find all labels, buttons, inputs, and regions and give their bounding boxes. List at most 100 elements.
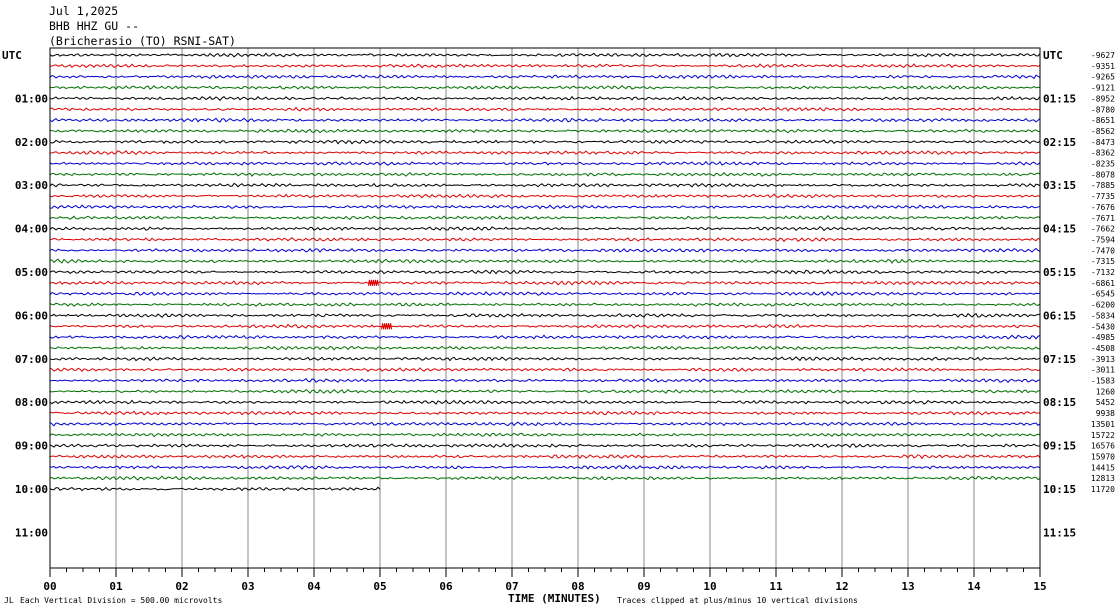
left-time-label: 10:00 (15, 483, 48, 496)
trace-offset-label: -7315 (1091, 257, 1115, 266)
trace-offset-label: -3913 (1091, 355, 1115, 364)
trace-28 (49, 356, 1041, 362)
trace-offset-label: -8078 (1091, 170, 1115, 179)
x-tick-label: 08 (571, 580, 584, 593)
trace-13 (49, 193, 1041, 199)
trace-37 (49, 454, 1041, 460)
trace-offset-label: -3011 (1091, 366, 1115, 375)
trace-offset-label: 1260 (1096, 387, 1115, 396)
trace-36 (49, 443, 1040, 448)
trace-offset-label: -9121 (1091, 84, 1115, 93)
right-time-label: UTC (1043, 49, 1063, 62)
trace-19 (49, 258, 1041, 264)
trace-27 (49, 345, 1041, 351)
left-time-label: UTC (2, 49, 22, 62)
corner-mark: JL (4, 596, 14, 605)
header-station: BHB HHZ GU -- (49, 19, 139, 33)
trace-39 (49, 475, 1041, 481)
right-time-label: 03:15 (1043, 179, 1076, 192)
right-time-label: 09:15 (1043, 440, 1076, 453)
trace-18 (49, 247, 1041, 253)
header-location: (Bricherasio (TO) RSNI-SAT) (49, 34, 236, 48)
trace-9 (49, 150, 1041, 156)
trace-10 (49, 160, 1041, 166)
trace-offset-labels: -9627 -9351 -9265 -9121-8952 -8780 -8651 -8562… (1091, 51, 1115, 494)
trace-3 (49, 84, 1041, 90)
trace-offset-label: -9627 (1091, 51, 1115, 60)
left-time-label: 05:00 (15, 266, 48, 279)
trace-offset-label: 5452 (1096, 398, 1115, 407)
trace-8 (49, 139, 1041, 145)
right-time-label: 02:15 (1043, 136, 1076, 149)
trace-14 (49, 204, 1041, 210)
right-time-label: 04:15 (1043, 223, 1076, 236)
trace-31 (49, 388, 1041, 394)
header-date: Jul 1,2025 (49, 4, 118, 18)
trace-2 (49, 74, 1041, 80)
clip-note: Traces clipped at plus/minus 10 vertical… (617, 596, 858, 605)
trace-35 (49, 432, 1041, 438)
trace-24 (49, 312, 1041, 319)
trace-offset-label: -8651 (1091, 116, 1115, 125)
trace-17 (49, 237, 1041, 243)
right-time-labels: UTC 01:15 02:15 03:15 04:15 05:15 06:15 07:15 08… (1043, 49, 1076, 539)
trace-offset-label: -5834 (1091, 311, 1115, 320)
trace-offset-label: 11720 (1091, 485, 1115, 494)
trace-6 (49, 117, 1041, 123)
x-tick-label: 15 (1033, 580, 1046, 593)
trace-offset-label: -7676 (1091, 203, 1115, 212)
trace-offset-label: -5430 (1091, 322, 1115, 331)
left-time-label: 08:00 (15, 396, 48, 409)
trace-12 (49, 182, 1041, 188)
trace-16 (49, 226, 1041, 232)
plot-frame (49, 47, 1041, 569)
trace-offset-label: -6861 (1091, 279, 1115, 288)
trace-32 (49, 399, 1041, 405)
trace-offset-label: -8362 (1091, 149, 1115, 158)
x-tick-label: 13 (901, 580, 914, 593)
x-tick-label: 09 (637, 580, 650, 593)
right-time-label: 08:15 (1043, 396, 1076, 409)
trace-29 (49, 367, 1041, 372)
x-tick-label: 01 (109, 580, 123, 593)
trace-offset-label: -6545 (1091, 290, 1115, 299)
event-markers (367, 279, 393, 330)
trace-offset-label: -8952 (1091, 94, 1115, 103)
right-time-label: 11:15 (1043, 526, 1076, 539)
trace-34 (49, 421, 1041, 427)
vertical-grid (115, 48, 975, 568)
trace-30 (49, 377, 1041, 383)
trace-4 (49, 95, 1041, 102)
trace-15 (49, 214, 1041, 221)
scale-note: Each Vertical Division = 500.00 microvol… (20, 596, 222, 605)
x-tick-label: 10 (703, 580, 716, 593)
left-time-label: 11:00 (15, 526, 48, 539)
trace-offset-label: -4508 (1091, 344, 1115, 353)
x-axis-ticks: 00 01 02 03 04 05 06 07 08 09 10 11 12 13 14 15 (43, 568, 1047, 593)
right-time-label: 07:15 (1043, 353, 1076, 366)
left-time-label: 06:00 (15, 309, 48, 322)
trace-offset-label: -7470 (1091, 246, 1115, 255)
trace-offset-label: 16576 (1091, 442, 1115, 451)
x-axis-label: TIME (MINUTES) (508, 592, 601, 605)
x-tick-label: 05 (373, 580, 386, 593)
x-tick-label: 03 (241, 580, 254, 593)
trace-offset-label: -7735 (1091, 192, 1115, 201)
trace-offset-label: 9938 (1096, 409, 1115, 418)
trace-offset-label: 12813 (1091, 474, 1115, 483)
trace-offset-label: -9351 (1091, 62, 1115, 71)
left-time-label: 07:00 (15, 353, 48, 366)
left-time-label: 09:00 (15, 440, 48, 453)
right-time-label: 06:15 (1043, 309, 1076, 322)
x-tick-label: 07 (505, 580, 518, 593)
right-time-label: 01:15 (1043, 92, 1076, 105)
trace-40 (49, 486, 381, 492)
trace-offset-label: -7132 (1091, 268, 1115, 277)
trace-offset-label: -1583 (1091, 377, 1115, 386)
trace-offset-label: -7662 (1091, 225, 1115, 234)
trace-7 (49, 128, 1041, 134)
trace-21 (49, 280, 1041, 286)
right-time-label: 10:15 (1043, 483, 1076, 496)
x-tick-label: 12 (835, 580, 848, 593)
